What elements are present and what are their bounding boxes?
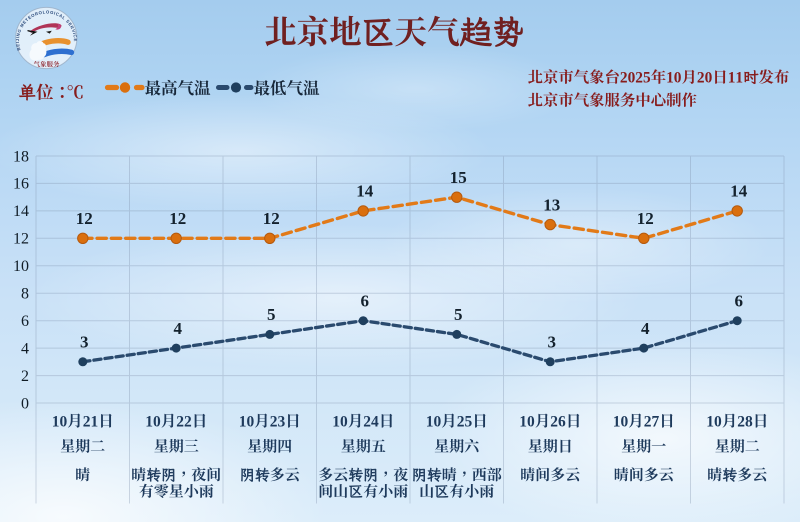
svg-text:4: 4 — [641, 319, 650, 338]
svg-text:26: 26 — [550, 413, 566, 430]
svg-text:4: 4 — [21, 340, 29, 357]
svg-text:11: 11 — [728, 70, 743, 87]
svg-text:25: 25 — [457, 413, 473, 430]
svg-text:15: 15 — [450, 168, 467, 187]
svg-text:20: 20 — [697, 70, 713, 87]
svg-text:10: 10 — [239, 413, 255, 430]
svg-text:27: 27 — [644, 413, 660, 430]
svg-text:14: 14 — [13, 203, 29, 220]
svg-text:14: 14 — [730, 182, 748, 201]
svg-text:2025: 2025 — [620, 70, 651, 87]
svg-text:6: 6 — [735, 292, 744, 311]
svg-text:3: 3 — [548, 333, 557, 352]
svg-text:3: 3 — [80, 333, 89, 352]
svg-text:22: 22 — [176, 413, 192, 430]
svg-text:10: 10 — [519, 413, 535, 430]
svg-text:28: 28 — [737, 413, 753, 430]
svg-text:12: 12 — [76, 209, 93, 228]
svg-text:10: 10 — [332, 413, 348, 430]
svg-text:0: 0 — [21, 395, 29, 412]
svg-text:23: 23 — [270, 413, 286, 430]
svg-text:21: 21 — [83, 413, 99, 430]
svg-text:6: 6 — [361, 292, 370, 311]
svg-text:13: 13 — [543, 195, 560, 214]
svg-text:16: 16 — [13, 176, 29, 193]
svg-text:18: 18 — [13, 148, 29, 165]
svg-text:2: 2 — [21, 368, 29, 385]
svg-text:5: 5 — [267, 305, 276, 324]
svg-text:8: 8 — [21, 286, 29, 303]
svg-text:6: 6 — [21, 313, 29, 330]
svg-text:12: 12 — [637, 209, 654, 228]
svg-text:12: 12 — [13, 231, 29, 248]
svg-text:24: 24 — [363, 413, 379, 430]
svg-text:10: 10 — [666, 70, 682, 87]
svg-text:10: 10 — [13, 258, 29, 275]
svg-text:10: 10 — [145, 413, 161, 430]
svg-text:10: 10 — [706, 413, 722, 430]
svg-text:5: 5 — [454, 305, 463, 324]
svg-text:10: 10 — [426, 413, 442, 430]
svg-text:12: 12 — [169, 209, 186, 228]
svg-text:10: 10 — [613, 413, 629, 430]
svg-text:10: 10 — [52, 413, 68, 430]
svg-text:14: 14 — [356, 182, 374, 201]
svg-text:4: 4 — [174, 319, 183, 338]
svg-text:12: 12 — [263, 209, 280, 228]
